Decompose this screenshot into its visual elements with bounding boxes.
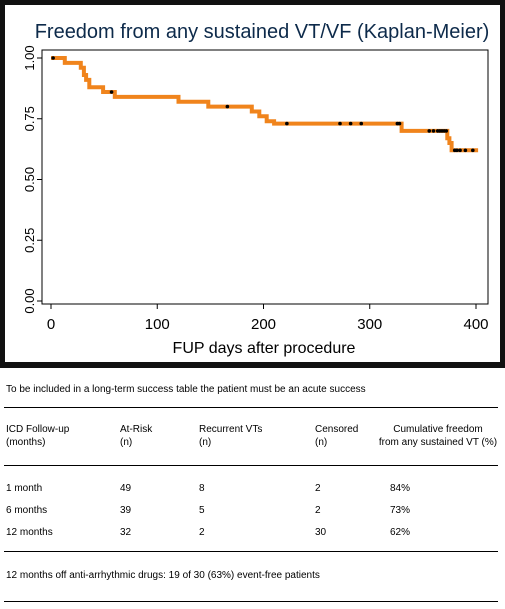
censor-marker xyxy=(348,121,353,126)
x-axis: 0 100 200 300 400 xyxy=(47,304,489,333)
censor-marker xyxy=(444,129,449,133)
censor-marker xyxy=(51,56,55,60)
y-tick-label: 0.50 xyxy=(22,167,37,192)
censor-marker xyxy=(225,104,230,109)
header-cell-sub: (months) xyxy=(6,437,46,448)
table-cell: 73% xyxy=(390,505,411,516)
header-cell: Cumulative freedom xyxy=(393,424,483,435)
header-cell: Recurrent VTs xyxy=(199,424,263,435)
censor-marker xyxy=(455,148,459,153)
x-tick-label: 400 xyxy=(463,316,488,333)
table-cell: 12 months xyxy=(6,527,53,538)
table-cell: 49 xyxy=(120,483,132,494)
table-cell: 1 month xyxy=(6,483,43,494)
table-cell: 2 xyxy=(199,527,205,538)
x-tick-label: 0 xyxy=(47,316,55,333)
header-cell: ICD Follow-up xyxy=(6,424,70,435)
header-cell-sub: from any sustained VT (%) xyxy=(378,437,498,448)
table-cell: 5 xyxy=(199,505,205,516)
header-cell: Censored xyxy=(315,424,359,435)
table-cell: 32 xyxy=(120,527,132,538)
table-cell: 30 xyxy=(315,527,327,538)
censor-marker xyxy=(427,129,432,133)
table-cell: 84% xyxy=(390,483,411,494)
inclusion-note: To be included in a long-term success ta… xyxy=(6,384,366,395)
censor-marker xyxy=(285,121,289,126)
header-cell-sub: (n) xyxy=(315,437,328,448)
off-drugs-note: 12 months off anti-arrhythmic drugs: 19 … xyxy=(6,570,320,581)
table-cell: 8 xyxy=(199,483,205,494)
chart-title: Freedom from any sustained VT/VF (Kaplan… xyxy=(35,21,490,43)
footer-rule xyxy=(4,601,498,602)
censor-marker xyxy=(109,90,114,94)
km-chart-svg: Freedom from any sustained VT/VF (Kaplan… xyxy=(0,0,505,368)
table-cell: 62% xyxy=(390,527,411,538)
table-cell: 2 xyxy=(315,483,321,494)
censor-marker xyxy=(471,148,475,153)
header-cell-sub: (n) xyxy=(199,437,212,448)
censor-marker xyxy=(431,129,436,133)
table-header-rule xyxy=(4,465,498,466)
table-cell: 6 months xyxy=(6,505,48,516)
censor-marker-layer xyxy=(51,56,475,153)
censor-marker xyxy=(338,121,342,126)
y-tick-label: 0.00 xyxy=(22,288,37,313)
y-tick-label: 0.75 xyxy=(22,106,37,131)
x-tick-label: 300 xyxy=(357,316,382,333)
censor-marker xyxy=(463,148,468,153)
table-bottom-rule xyxy=(4,551,498,552)
censor-marker xyxy=(397,121,402,126)
km-chart: Freedom from any sustained VT/VF (Kaplan… xyxy=(0,0,505,368)
header-cell-sub: (n) xyxy=(120,437,133,448)
y-tick-label: 0.25 xyxy=(22,228,37,253)
x-tick-label: 100 xyxy=(145,316,170,333)
y-tick-label: 1.00 xyxy=(22,45,37,70)
censor-marker xyxy=(458,148,462,153)
table-top-rule xyxy=(4,407,498,408)
censor-marker xyxy=(359,121,364,126)
header-cell: At-Risk xyxy=(120,424,153,435)
x-tick-label: 200 xyxy=(251,316,276,333)
table-cell: 39 xyxy=(120,505,132,516)
plot-area xyxy=(41,49,489,305)
y-axis: 0.00 0.25 0.50 0.75 1.00 xyxy=(22,45,42,314)
x-axis-label: FUP days after procedure xyxy=(173,340,356,357)
table-cell: 2 xyxy=(315,505,321,516)
